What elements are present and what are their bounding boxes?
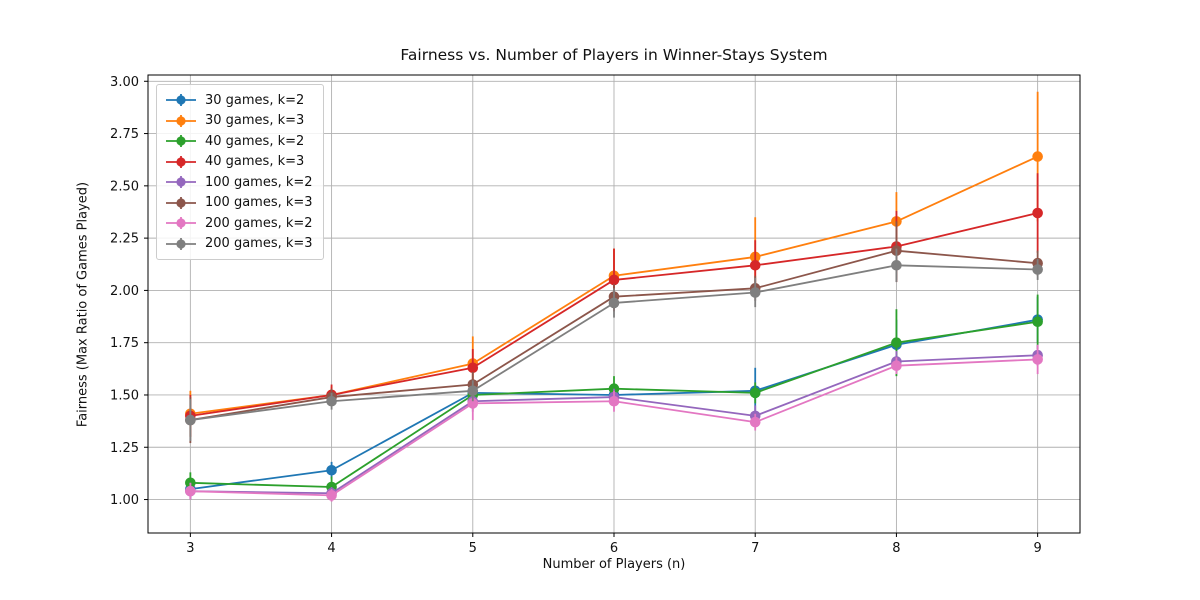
legend-item: 100 games, k=2 xyxy=(164,172,313,193)
series-marker xyxy=(1032,354,1043,365)
legend-label: 100 games, k=2 xyxy=(205,174,313,190)
legend-marker-icon xyxy=(166,155,196,168)
legend-marker-icon xyxy=(166,135,196,148)
legend-marker-icon xyxy=(166,217,196,230)
x-tick-label: 6 xyxy=(610,541,618,556)
legend-label: 40 games, k=3 xyxy=(205,154,305,170)
series-marker xyxy=(185,485,196,497)
series-marker xyxy=(608,297,620,309)
x-axis-label: Number of Players (n) xyxy=(542,557,686,572)
series-marker xyxy=(1032,316,1043,328)
series-marker xyxy=(185,414,196,426)
y-tick-label: 1.50 xyxy=(110,388,139,403)
legend-marker-icon xyxy=(166,94,196,107)
series-marker xyxy=(1032,151,1043,162)
legend-item: 30 games, k=3 xyxy=(164,111,313,132)
series-marker xyxy=(608,395,620,407)
legend-label: 100 games, k=3 xyxy=(205,195,313,211)
x-tick-label: 4 xyxy=(327,541,335,556)
legend-item: 40 games, k=2 xyxy=(164,131,313,152)
y-tick-label: 1.25 xyxy=(110,441,139,456)
y-axis-label: Fairness (Max Ratio of Games Played) xyxy=(75,181,91,428)
y-tick-label: 3.00 xyxy=(110,75,139,90)
x-tick-label: 3 xyxy=(186,541,194,556)
series-marker xyxy=(467,385,479,397)
x-tick-label: 7 xyxy=(751,541,759,556)
series-marker xyxy=(749,287,761,298)
series-marker xyxy=(326,395,337,407)
y-tick-label: 2.50 xyxy=(110,179,139,194)
x-tick-label: 5 xyxy=(469,541,477,556)
legend-label: 200 games, k=3 xyxy=(205,236,313,252)
series-marker xyxy=(1032,207,1043,219)
legend-marker-icon xyxy=(166,176,196,189)
series-marker xyxy=(467,398,479,409)
y-tick-label: 2.00 xyxy=(110,284,139,299)
legend-label: 30 games, k=2 xyxy=(205,92,305,108)
series-marker xyxy=(749,416,761,428)
legend-marker-icon xyxy=(166,114,196,127)
series-marker xyxy=(891,260,902,271)
x-tick-label: 8 xyxy=(892,541,900,556)
y-tick-label: 2.75 xyxy=(110,127,139,142)
series-marker xyxy=(1032,264,1043,275)
legend-label: 40 games, k=2 xyxy=(205,133,305,149)
x-tick-label: 9 xyxy=(1033,541,1041,556)
legend-item: 30 games, k=2 xyxy=(164,90,313,111)
legend-marker-icon xyxy=(166,237,196,250)
chart-title: Fairness vs. Number of Players in Winner… xyxy=(400,46,828,64)
legend-item: 200 games, k=3 xyxy=(164,234,313,255)
legend-item: 40 games, k=3 xyxy=(164,152,313,173)
series-marker xyxy=(749,260,761,271)
y-tick-label: 1.75 xyxy=(110,336,139,351)
legend: 30 games, k=2 30 games, k=3 40 games, k=2 4… xyxy=(156,84,324,260)
legend-marker-icon xyxy=(166,196,196,209)
legend-label: 30 games, k=3 xyxy=(205,113,305,129)
series-marker xyxy=(467,362,479,374)
series-marker xyxy=(891,337,902,348)
legend-item: 200 games, k=2 xyxy=(164,213,313,234)
y-tick-label: 2.25 xyxy=(110,232,139,247)
y-tick-label: 1.00 xyxy=(110,493,139,508)
series-marker xyxy=(326,464,337,476)
series-marker xyxy=(326,490,337,501)
series-marker xyxy=(608,274,620,286)
series-marker xyxy=(891,360,902,371)
legend-item: 100 games, k=3 xyxy=(164,193,313,214)
legend-label: 200 games, k=2 xyxy=(205,215,313,231)
series-marker xyxy=(749,387,761,399)
